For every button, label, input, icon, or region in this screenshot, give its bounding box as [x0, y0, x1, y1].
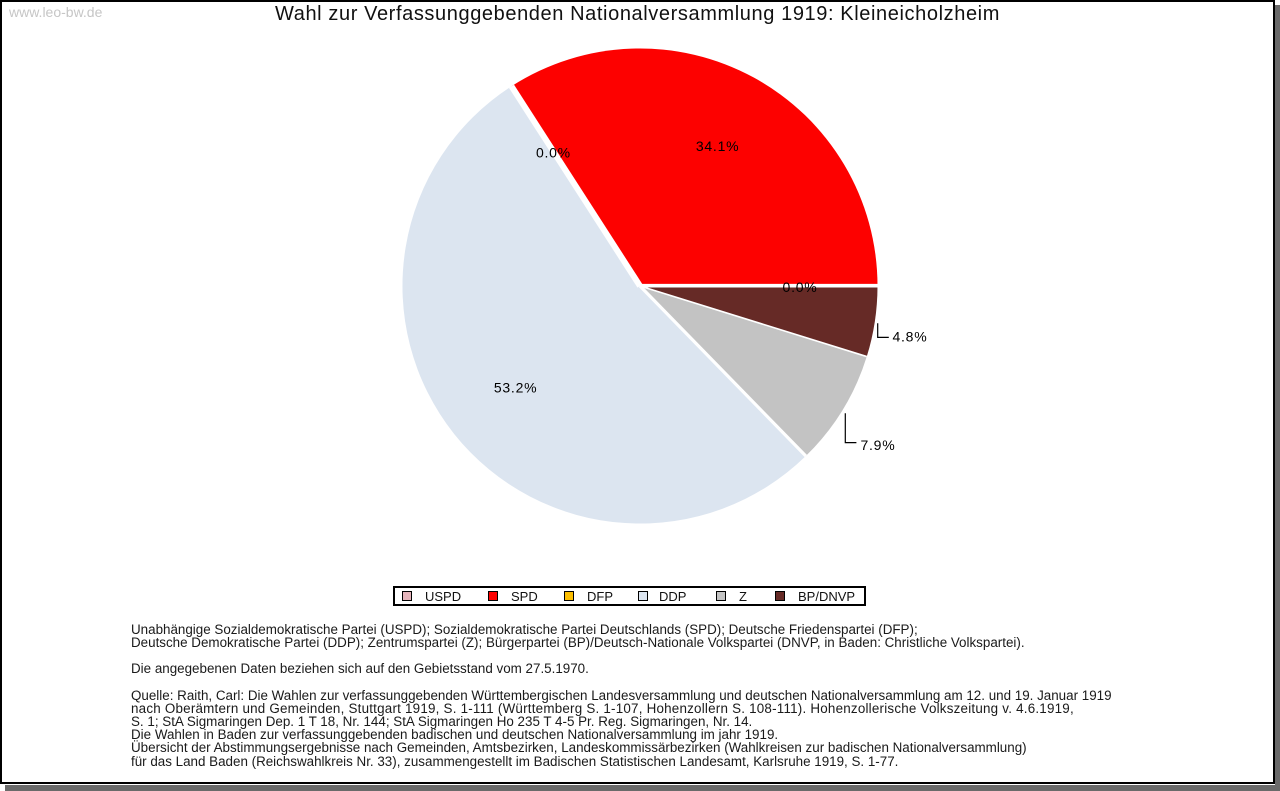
svg-text:53.2%: 53.2%: [494, 379, 537, 395]
svg-text:0.0%: 0.0%: [536, 144, 571, 160]
svg-text:0.0%: 0.0%: [783, 279, 818, 295]
svg-text:4.8%: 4.8%: [893, 329, 928, 345]
svg-text:7.9%: 7.9%: [861, 437, 896, 453]
svg-text:34.1%: 34.1%: [696, 138, 739, 154]
